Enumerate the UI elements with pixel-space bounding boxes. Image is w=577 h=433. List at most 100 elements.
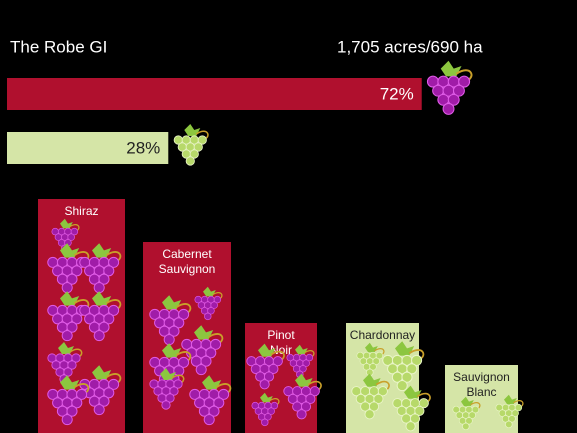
grape-berry [272,356,283,367]
grape-berry [377,386,388,397]
grape-berry [268,363,279,374]
grape-berry [261,418,269,427]
grape-leaf [440,60,462,77]
grape-berry [61,282,73,294]
grape-berry [210,338,222,350]
grape-berry [76,388,88,400]
grape-berry [508,415,516,423]
share-bar [7,78,422,110]
grape-berry [98,273,110,285]
grape-icon [79,365,122,416]
grape-leaf [258,343,276,357]
variety-label-line: Noir [270,343,292,357]
grape-berry [213,397,225,409]
grape-icon [392,385,431,432]
grape-berry [189,149,199,159]
grape-berry [71,265,83,277]
grape-icon [194,286,223,321]
grape-berry [210,301,218,309]
grape-berry [305,393,316,404]
grape-berry [178,356,190,368]
grape-berry [71,397,83,409]
grape-berry [364,409,375,420]
grape-berry [165,393,175,403]
grape-berry [267,407,275,415]
share-label: 72% [380,84,414,103]
grape-berry [465,417,473,425]
grape-icon [173,124,209,166]
variety-label: Cabernet Sauvignon [159,247,216,276]
grape-berry [468,411,476,419]
grape-icon [356,342,385,377]
grape-icon [286,344,315,379]
variety-label-line: Blanc [466,385,496,399]
variety-label-line: Sauvignon [453,370,510,384]
area: 1,705 acres/690 ha [337,37,483,56]
grape-leaf [160,368,176,380]
grape-berry [108,256,120,268]
grape-berry [505,420,513,429]
grape-berry [71,353,81,363]
grape-berry [305,353,314,362]
grape-icon [189,375,232,426]
grape-berry [61,414,73,426]
grape-leaf [184,124,201,136]
grape-berry [197,135,207,145]
grape-berry [369,363,377,371]
grape-berry [185,156,195,166]
grape-berry [270,401,279,410]
grape-berry [71,313,83,325]
grape-icon [283,373,322,420]
grape-berry [103,265,115,277]
grape-berry [63,367,73,377]
grape-berry [406,363,418,375]
grape-berry [93,330,105,342]
grape-icon [79,291,122,342]
grape-berry [302,359,310,367]
grape-berry [67,360,77,370]
grape-berry [299,365,307,373]
grape-berry [205,347,217,359]
variety-label-line: Sauvignon [159,262,216,276]
grape-berry [458,75,471,88]
grape-leaf [162,295,182,310]
grape-berry [514,403,523,412]
grape-berry [263,371,275,382]
grape-berry [296,409,307,420]
grape-leaf [295,373,313,387]
grape-leaf [461,396,474,407]
grape-berry [368,401,380,412]
variety-label: Chardonnay [350,328,415,342]
grape-leaf [395,341,415,356]
grape-icon [495,394,524,429]
grape-icon [251,392,280,427]
grape-berry [405,421,416,432]
grape-berry [414,405,425,416]
grape-berry [161,400,171,410]
grape-berry [218,388,230,400]
grape-berry [372,357,380,365]
grape-berry [168,325,180,337]
grape-berry [375,351,384,360]
grape-berry [462,422,470,431]
grape-leaf [60,375,80,390]
grape-icon [47,342,83,384]
grape-leaf [365,342,378,353]
variety-label: Sauvignon Blanc [453,370,510,399]
grape-berry [259,379,270,390]
grape-berry [200,355,212,367]
grape-berry [309,386,320,397]
grape-berry [66,273,78,285]
grape-berry [195,364,207,376]
grape-berry [103,313,115,325]
grape-icon [426,60,473,115]
variety-label: Shiraz [64,204,98,218]
grape-berry [178,308,190,320]
grape-leaf [203,286,216,297]
grape-berry [173,317,185,329]
share-label: 28% [126,138,160,157]
grape-berry [103,387,115,399]
variety-label: Pinot Noir [267,328,295,357]
grape-berry [373,393,384,404]
